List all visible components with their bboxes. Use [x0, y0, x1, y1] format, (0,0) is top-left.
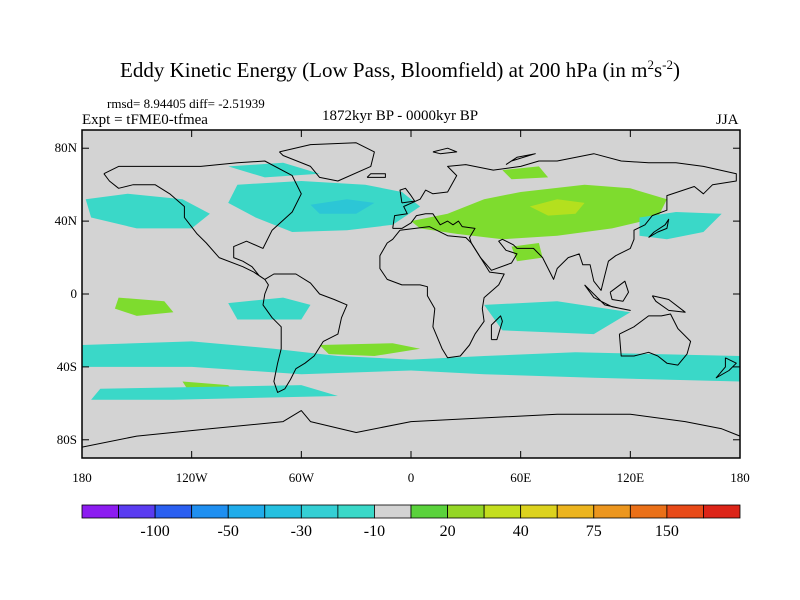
x-tick-label: 120E — [617, 470, 645, 485]
anomaly-siberia-positive — [502, 166, 549, 180]
coastline-antarctica — [82, 410, 740, 448]
colorbar-box — [118, 504, 156, 519]
colorbar-box — [374, 504, 412, 519]
period-label: 1872kyr BP - 0000kyr BP — [322, 108, 479, 124]
colorbar-box — [337, 504, 375, 519]
colorbar-box — [666, 504, 704, 519]
colorbar-box — [520, 504, 558, 519]
x-tick-label: 180 — [72, 470, 92, 485]
coastline-novaya-zemlya — [505, 153, 536, 166]
colorbar-box — [556, 504, 595, 519]
colorbar-label: 20 — [440, 523, 456, 540]
anomaly-asia-positive-core — [529, 199, 585, 216]
map-background — [82, 130, 740, 458]
x-tick-label: 180 — [730, 470, 750, 485]
experiment-label: Expt = tFME0-tfmea — [82, 112, 208, 128]
y-tick-label: 40N — [55, 213, 78, 228]
colorbar-label: -30 — [291, 523, 312, 540]
coastline-svalbard — [432, 147, 458, 155]
coastline-borneo — [609, 280, 629, 302]
colorbar-box — [81, 504, 119, 519]
stats-label: rmsd= 8.94405 diff= -2.51939 — [107, 96, 265, 111]
colorbar-box — [483, 504, 522, 519]
map-title: Eddy Kinetic Energy (Low Pass, Bloomfiel… — [120, 57, 680, 82]
anomaly-east-asia-negative — [639, 212, 722, 240]
anomaly-eurasia-positive — [411, 184, 667, 240]
coastline-north-america — [103, 160, 302, 280]
anomaly-southern-ocean-negative — [82, 341, 740, 382]
x-tick-label: 60E — [510, 470, 531, 485]
coastline-australia — [618, 313, 692, 366]
colorbar-box — [703, 504, 741, 519]
colorbar-box — [154, 504, 193, 519]
anomaly-arabia-positive — [511, 243, 543, 262]
anomaly-tropical-atlantic-negative — [228, 297, 311, 320]
anomaly-north-pacific-negative — [85, 193, 210, 229]
coastline-layer — [82, 142, 740, 448]
coastline-new-zealand — [715, 357, 737, 379]
x-tick-label: 60W — [289, 470, 315, 485]
anomaly-arctic-negative — [228, 162, 320, 178]
axis-ticks: 80N 40N 0 40S 80S 180 120W 60W 0 60E 120E 180 — [55, 130, 750, 485]
anomaly-south-atlantic-positive — [319, 343, 421, 356]
coastline-new-guinea — [651, 295, 686, 313]
colorbar-box — [629, 504, 668, 519]
colorbar-label: -100 — [140, 523, 169, 540]
colorbar-label: 40 — [513, 523, 529, 540]
coastline-south-america — [262, 273, 348, 393]
colorbar-label: 75 — [586, 523, 602, 540]
y-tick-label: 80S — [57, 432, 77, 447]
colorbar-label: 150 — [655, 523, 679, 540]
colorbar-box — [447, 504, 485, 519]
colorbar: -100 -50 -30 -10 20 40 75 150 — [81, 504, 741, 540]
colorbar-box — [410, 504, 448, 519]
colorbar-box — [300, 504, 339, 519]
colorbar-label: -10 — [364, 523, 385, 540]
anomaly-indian-ocean-negative — [484, 301, 631, 335]
coastline-japan — [648, 218, 670, 238]
y-tick-label: 40S — [57, 359, 77, 374]
x-tick-label: 120W — [176, 470, 209, 485]
coastline-iceland — [366, 173, 386, 178]
colorbar-label: -50 — [218, 523, 239, 540]
coastline-indonesia — [584, 284, 631, 311]
y-tick-label: 80N — [55, 140, 78, 155]
coastline-madagascar — [490, 315, 503, 341]
anomaly-east-pacific-positive — [114, 297, 174, 316]
colorbar-box — [191, 504, 229, 519]
anomaly-layer — [82, 162, 740, 400]
coastline-africa — [379, 226, 505, 359]
coastline-britain — [399, 187, 416, 204]
colorbar-box — [227, 504, 266, 519]
colorbar-box — [593, 504, 631, 519]
x-tick-label: 0 — [408, 470, 415, 485]
coastline-greenland — [279, 142, 375, 182]
coastline-eurasia — [392, 153, 737, 291]
season-label: JJA — [716, 112, 739, 128]
anomaly-north-atlantic-core — [310, 199, 375, 214]
y-tick-label: 0 — [71, 286, 78, 301]
colorbar-box — [264, 504, 302, 519]
